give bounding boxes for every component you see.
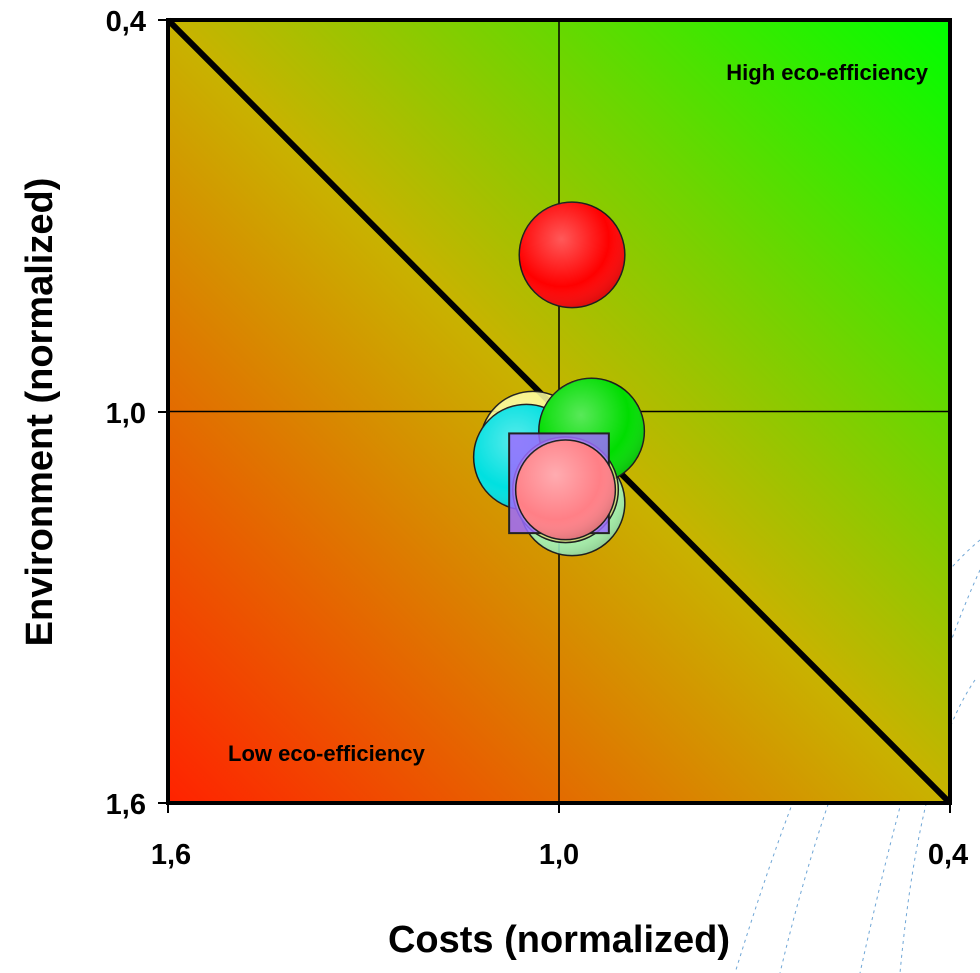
data-points [472,201,646,557]
axis-ticks [158,19,951,813]
y-tick-label-bottom: 1,6 [106,789,146,821]
high-eco-efficiency-label: High eco-efficiency [726,60,928,85]
x-tick-label-right: 0,4 [928,839,968,871]
y-axis-title: Environment (normalized) [19,178,61,647]
data-point-2 [518,201,626,309]
x-axis-title: Costs (normalized) [388,919,730,961]
data-point-9 [514,439,617,541]
x-tick-label-middle: 1,0 [539,839,579,871]
y-tick-label-middle: 1,0 [106,398,146,430]
low-eco-efficiency-label: Low eco-efficiency [228,741,426,766]
y-tick-label-top: 0,4 [106,6,146,38]
x-tick-label-left: 1,6 [151,839,191,871]
